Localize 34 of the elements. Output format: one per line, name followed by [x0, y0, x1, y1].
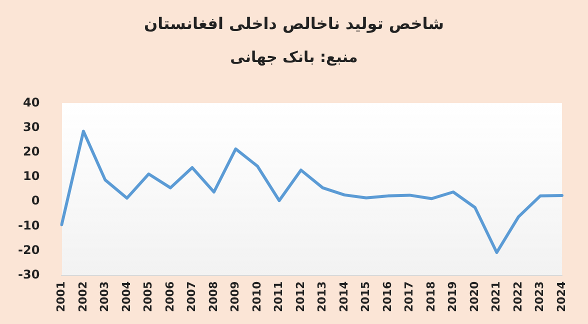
y-tick-label: 20: [22, 144, 40, 159]
x-tick-label: 2012: [294, 281, 307, 312]
x-tick-label: 2021: [490, 281, 503, 312]
chart-title: شاخص تولید ناخالص داخلی افغانستان: [142, 14, 446, 33]
y-tick-label: 30: [22, 120, 40, 134]
y-tick-label: 10: [22, 169, 40, 184]
x-tick-label: 2002: [76, 281, 90, 312]
x-tick-label: 2020: [468, 281, 481, 312]
x-tick-label: 2022: [511, 281, 524, 312]
x-tick-label: 2013: [316, 281, 329, 312]
chart-subtitle: منبع: بانک جهانی: [229, 48, 359, 66]
x-tick-label: 2009: [228, 281, 242, 312]
y-tick-label: 0: [31, 194, 40, 208]
x-tick-label: 2010: [250, 281, 264, 312]
x-tick-label: 2023: [533, 281, 546, 312]
y-tick-label: -30: [18, 268, 40, 282]
x-tick-label: 2011: [272, 281, 286, 312]
x-tick-label: 2017: [402, 281, 416, 312]
x-tick-label: 2003: [98, 281, 112, 312]
x-tick-label: 2006: [163, 281, 176, 312]
x-tick-label: 2016: [380, 281, 394, 312]
x-tick-label: 2014: [337, 281, 350, 312]
x-tick-label: 2007: [185, 281, 198, 312]
y-tick-label: 40: [22, 95, 40, 110]
x-tick-label: 2018: [424, 281, 438, 312]
y-tick-label: -10: [18, 218, 40, 232]
y-tick-label: -20: [18, 242, 40, 257]
x-tick-label: 2001: [54, 281, 68, 312]
x-tick-label: 2019: [446, 281, 460, 312]
x-tick-label: 2015: [359, 281, 372, 312]
x-tick-label: 2005: [142, 281, 155, 312]
x-tick-label: 2004: [120, 281, 133, 312]
x-tick-label: 2024: [554, 281, 568, 312]
x-tick-label: 2008: [206, 281, 220, 312]
